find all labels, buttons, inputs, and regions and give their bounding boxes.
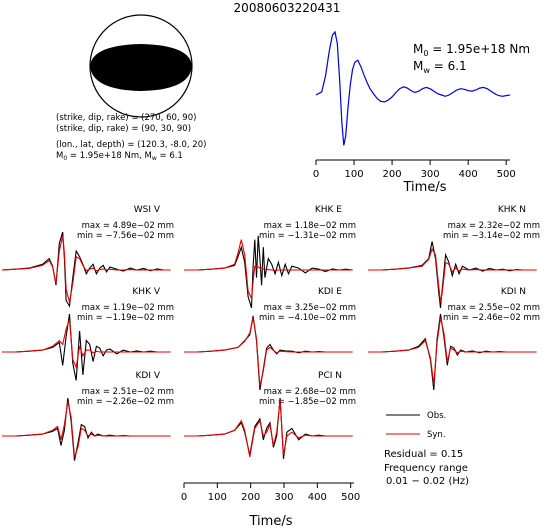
panel-kdi-n-station: KDI N xyxy=(501,287,526,297)
panel-kdi-v-station: KDI V xyxy=(135,371,160,381)
stf-x-ticks: 0 100 200 300 400 500 xyxy=(313,160,516,180)
stf-mw-symbol: M xyxy=(413,59,423,73)
panel-kdi-e-syn--trace xyxy=(184,317,353,387)
panel-kdi-v-min: min = −2.26e−02 mm xyxy=(77,397,174,407)
panel-kdi-n-max: max = 2.55e−02 mm xyxy=(448,303,540,313)
bottom-tick-label-400: 400 xyxy=(308,492,327,503)
legend-syn-label: Syn. xyxy=(427,430,446,440)
panel-pci-n-max: max = 2.68e−02 mm xyxy=(264,387,356,397)
nodal-plane-2: (strike, dip, rake) = (90, 30, 90) xyxy=(56,124,191,134)
panel-wsi-v-max: max = 4.89e−02 mm xyxy=(82,221,174,231)
stf-tick-label-100: 100 xyxy=(344,169,363,180)
nodal-plane-1: (strike, dip, rake) = (270, 60, 90) xyxy=(56,113,196,123)
stf-tick-label-400: 400 xyxy=(459,169,478,180)
panel-wsi-v-min: min = −7.56e−02 mm xyxy=(77,231,174,241)
stf-xlabel: Time/s xyxy=(403,180,447,195)
bottom-tick-label-500: 500 xyxy=(341,492,360,503)
panel-kdi-n-min: min = −2.46e−02 mm xyxy=(443,313,540,323)
panel-khk-v-station: KHK V xyxy=(132,287,160,297)
source-parameters: (strike, dip, rake) = (270, 60, 90) (str… xyxy=(56,113,206,162)
panel-kdi-e-max: max = 3.25e−02 mm xyxy=(264,303,356,313)
panel-khk-v-syn--trace xyxy=(2,319,171,370)
stf-m0-subscript: 0 xyxy=(423,49,428,58)
m0-value: = 1.95e+18 Nm, M xyxy=(67,151,152,161)
stf-mw-subscript: w xyxy=(423,66,430,75)
panel-pci-n-syn--trace xyxy=(184,399,353,458)
panel-khk-n-max: max = 2.32e−02 mm xyxy=(448,221,540,231)
panel-kdi-n-syn--trace xyxy=(368,317,537,385)
panel-kdi-v-max: max = 2.51e−02 mm xyxy=(82,387,174,397)
panel-khk-n-syn--trace xyxy=(368,247,537,303)
stf-m0-symbol: M xyxy=(413,42,423,56)
panel-khk-v-max: max = 1.19e−02 mm xyxy=(82,303,174,313)
bottom-tick-label-100: 100 xyxy=(208,492,227,503)
stf-m0-annotation: M0 = 1.95e+18 Nm xyxy=(413,42,530,58)
beachball-compression-quadrant xyxy=(90,44,192,91)
figure-title: 20080603220431 xyxy=(234,1,341,15)
panel-khk-e-obs--trace xyxy=(184,235,353,309)
panel-wsi-v-station: WSI V xyxy=(134,205,161,215)
bottom-time-axis: 0 100 200 300 400 500 Time/s xyxy=(181,482,360,529)
beachball xyxy=(89,14,193,118)
mw-subscript: w xyxy=(152,155,157,162)
bottom-tick-label-300: 300 xyxy=(274,492,293,503)
panel-khk-e-max: max = 1.18e−02 mm xyxy=(264,221,356,231)
panel-kdi-v-syn--trace xyxy=(2,401,171,458)
stf-tick-label-200: 200 xyxy=(383,169,402,180)
legend: Obs. Syn. Residual = 0.15 Frequency rang… xyxy=(384,411,469,487)
bottom-tick-label-0: 0 xyxy=(181,492,187,503)
stf-mw-annotation: Mw = 6.1 xyxy=(413,59,467,75)
stf-curve xyxy=(315,30,511,146)
panel-kdi-e-station: KDI E xyxy=(318,287,342,297)
residual-label: Residual = 0.15 xyxy=(384,449,463,460)
panel-wsi-v-syn--trace xyxy=(1,235,171,303)
panel-khk-n-obs--trace xyxy=(368,241,537,309)
panel-khk-v-min: min = −1.19e−02 mm xyxy=(77,313,174,323)
frequency-range-value: 0.01 − 0.02 (Hz) xyxy=(386,476,469,487)
legend-obs-label: Obs. xyxy=(427,411,446,421)
m0-symbol: M xyxy=(56,151,63,161)
panel-khk-e-min: min = −1.31e−02 mm xyxy=(259,231,356,241)
stf-tick-label-300: 300 xyxy=(421,169,440,180)
source-magnitudes: M0 = 1.95e+18 Nm, Mw = 6.1 xyxy=(56,151,183,162)
panel-kdi-v-obs--trace xyxy=(2,397,171,461)
bottom-x-ticks: 0 100 200 300 400 500 xyxy=(181,483,360,503)
panel-khk-e-syn--trace xyxy=(184,239,353,301)
panel-khk-n-station: KHK N xyxy=(498,205,526,215)
frequency-range-label: Frequency range xyxy=(384,463,468,474)
bottom-xlabel: Time/s xyxy=(249,514,293,529)
panel-kdi-e-min: min = −4.10e−02 mm xyxy=(259,313,356,323)
stf-tick-label-500: 500 xyxy=(497,169,516,180)
panel-pci-n-min: min = −1.85e−02 mm xyxy=(259,397,356,407)
bottom-tick-label-200: 200 xyxy=(241,492,260,503)
panel-pci-n-station: PCI N xyxy=(318,371,342,381)
panel-khk-v-obs--trace xyxy=(2,313,171,381)
stf-m0-value: = 1.95e+18 Nm xyxy=(428,42,530,56)
mw-value: = 6.1 xyxy=(157,151,183,161)
stf-mw-value: = 6.1 xyxy=(430,59,467,73)
panel-khk-e-station: KHK E xyxy=(315,205,342,215)
stf-curve-group xyxy=(315,30,511,146)
source-location: (lon., lat, depth) = (120.3, -8.0, 20) xyxy=(56,140,206,150)
stf-tick-label-0: 0 xyxy=(313,169,319,180)
stf-panel: 0 100 200 300 400 500 Time/s M0 = 1.95e+18 Nm… xyxy=(313,30,530,195)
m0-subscript: 0 xyxy=(63,155,67,162)
panel-khk-n-min: min = −3.14e−02 mm xyxy=(443,231,540,241)
